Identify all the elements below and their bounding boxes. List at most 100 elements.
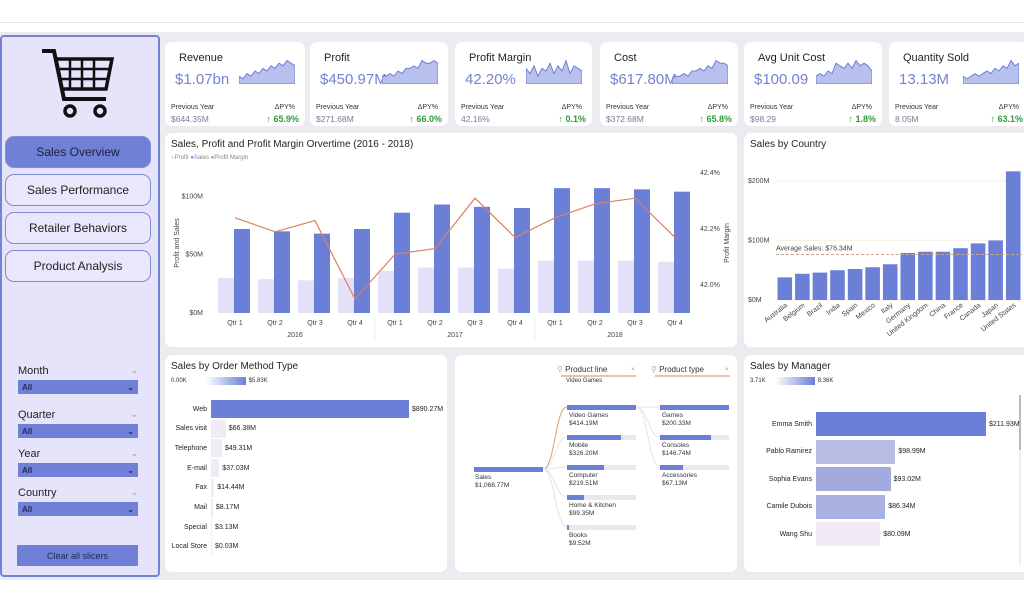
product-type-bar[interactable]	[660, 435, 729, 440]
country-bar[interactable]	[970, 243, 986, 300]
manager-row[interactable]: Pablo Ramirez $98.99M	[744, 439, 926, 464]
country-bar[interactable]	[812, 272, 828, 300]
country-bar[interactable]	[1005, 171, 1021, 300]
country-bar[interactable]	[795, 273, 810, 300]
scrollbar[interactable]	[1019, 395, 1021, 565]
order-method-bar[interactable]	[211, 498, 213, 517]
country-bar[interactable]	[900, 252, 916, 300]
manager-bar[interactable]	[816, 494, 886, 519]
sales-bar[interactable]	[514, 208, 530, 313]
order-method-bar[interactable]	[211, 518, 212, 537]
order-method-row[interactable]: E-mail $37.03M	[165, 459, 249, 478]
sales-bar[interactable]	[674, 191, 690, 313]
product-line-bar[interactable]	[567, 525, 636, 530]
nav-product-analysis[interactable]: Product Analysis	[5, 250, 151, 282]
nav-retailer-behaviors[interactable]: Retailer Behaviors	[5, 212, 151, 244]
chevron-down-icon[interactable]: ⌄	[130, 409, 138, 419]
sales-bar[interactable]	[434, 204, 450, 314]
product-type-bar[interactable]	[660, 405, 729, 410]
profit-bar[interactable]	[578, 260, 594, 314]
product-type-node[interactable]: Games $200.33M	[662, 412, 691, 427]
chevron-down-icon[interactable]: ⌄	[130, 448, 138, 458]
manager-bar[interactable]	[816, 467, 891, 491]
profit-bar[interactable]	[258, 279, 274, 313]
order-method-row[interactable]: Sales visit $66.38M	[165, 419, 256, 438]
country-bar[interactable]	[988, 240, 1003, 300]
nav-sales-overview[interactable]: Sales Overview	[5, 136, 151, 168]
order-method-bar[interactable]	[211, 459, 220, 478]
country-bar[interactable]	[918, 251, 933, 300]
product-line-node[interactable]: Home & Kitchen $99.35M	[569, 502, 616, 517]
slicer-dropdown[interactable]: All ⌄	[18, 424, 138, 438]
manager-row[interactable]: Emma Smith $211.93M	[744, 412, 1020, 436]
country-bar[interactable]	[882, 264, 898, 300]
manager-row[interactable]: Camile Dubois $86.34M	[744, 494, 916, 519]
order-method-row[interactable]: Fax $14.44M	[165, 478, 244, 497]
order-method-bar[interactable]	[211, 439, 222, 458]
chevron-down-icon[interactable]: ⌄	[130, 487, 138, 497]
manager-bar[interactable]	[816, 522, 881, 546]
product-type-node[interactable]: Consoles $146.74M	[662, 442, 691, 457]
order-method-row[interactable]: Mail $8.17M	[165, 498, 239, 517]
manager-row[interactable]: Wang Shu $80.09M	[744, 522, 910, 546]
sales-bar[interactable]	[554, 188, 570, 313]
slicer-dropdown[interactable]: All ⌄	[18, 380, 138, 394]
profit-bar[interactable]	[538, 260, 554, 314]
product-type-header[interactable]: ⚲ Product type	[651, 366, 704, 374]
sales-bar[interactable]	[354, 229, 370, 313]
profit-bar[interactable]	[618, 260, 634, 314]
order-method-row[interactable]: Telephone $49.31M	[165, 439, 252, 458]
manager-bar[interactable]	[816, 412, 986, 436]
order-method-row[interactable]: Local Store $0.03M	[165, 537, 238, 556]
sales-bar[interactable]	[314, 233, 330, 313]
profit-bar[interactable]	[338, 278, 354, 313]
profit-bar[interactable]	[298, 280, 314, 313]
chevron-down-icon[interactable]: ⌄	[130, 365, 138, 375]
sales-bar[interactable]	[474, 206, 490, 313]
country-bar[interactable]	[777, 277, 793, 300]
slicer-dropdown[interactable]: All ⌄	[18, 463, 138, 477]
order-method-row[interactable]: Web $890.27M	[165, 400, 443, 418]
country-bar[interactable]	[935, 251, 951, 300]
profit-bar[interactable]	[378, 271, 394, 313]
product-line-bar[interactable]	[567, 405, 636, 410]
product-line-node[interactable]: Computer $219.51M	[569, 472, 598, 487]
sales-bar[interactable]	[234, 229, 250, 313]
profit-margin-line[interactable]	[234, 197, 676, 301]
clear-all-slicers-button[interactable]: Clear all slicers	[17, 545, 138, 566]
slicer-dropdown[interactable]: All ⌄	[18, 502, 138, 516]
country-bar[interactable]	[830, 270, 845, 300]
root-bar[interactable]	[474, 467, 543, 472]
product-type-bar[interactable]	[660, 465, 729, 470]
order-method-bar[interactable]	[211, 400, 409, 418]
profit-bar[interactable]	[218, 278, 234, 313]
product-line-node[interactable]: Mobile $326.20M	[569, 442, 598, 457]
order-method-bar[interactable]	[211, 537, 212, 556]
product-line-node[interactable]: Books $9.52M	[569, 532, 591, 547]
order-method-row[interactable]: Special $3.13M	[165, 518, 238, 537]
product-line-bar[interactable]	[567, 435, 636, 440]
country-bar[interactable]	[953, 248, 968, 300]
country-bar[interactable]	[847, 269, 863, 300]
profit-bar[interactable]	[498, 268, 514, 313]
profit-bar[interactable]	[458, 267, 474, 314]
sales-bar[interactable]	[594, 188, 610, 313]
profit-bar[interactable]	[418, 267, 434, 314]
product-line-bar[interactable]	[567, 465, 636, 470]
manager-row[interactable]: Sophia Evans $93.02M	[744, 467, 921, 491]
sales-bar[interactable]	[394, 212, 410, 313]
product-line-header[interactable]: ⚲ Product line	[557, 366, 607, 374]
close-icon[interactable]: ×	[725, 366, 729, 373]
close-icon[interactable]: ×	[631, 366, 635, 373]
product-line-bar[interactable]	[567, 495, 636, 500]
order-method-bar[interactable]	[211, 419, 226, 438]
profit-bar[interactable]	[658, 261, 674, 313]
product-type-node[interactable]: Accessories $67.13M	[662, 472, 698, 487]
product-line-node[interactable]: Video Games $414.19M	[569, 412, 609, 427]
manager-bar[interactable]	[816, 439, 896, 464]
nav-sales-performance[interactable]: Sales Performance	[5, 174, 151, 206]
order-method-bar[interactable]	[211, 478, 215, 497]
country-bar[interactable]	[865, 267, 880, 300]
sales-bar[interactable]	[274, 231, 290, 313]
sales-bar[interactable]	[634, 189, 650, 313]
